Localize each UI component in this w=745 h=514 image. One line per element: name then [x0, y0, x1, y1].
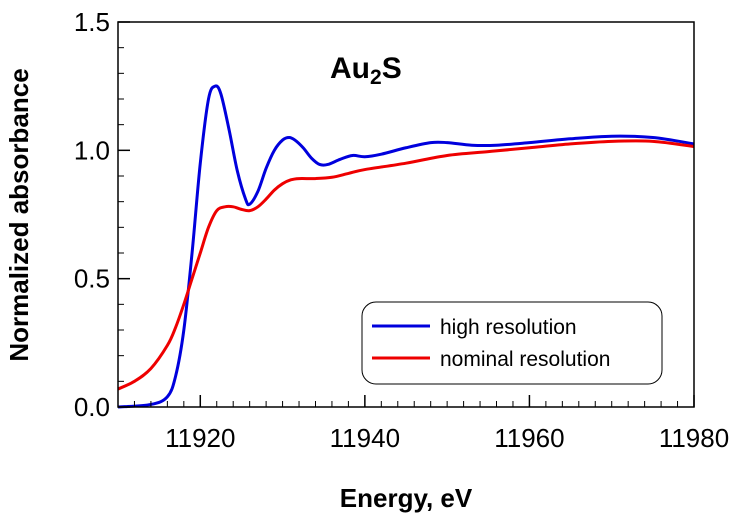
legend-box: [361, 301, 663, 385]
chart-title: Au2S: [330, 52, 402, 89]
x-axis-label: Energy, eV: [340, 483, 473, 513]
x-tick-label: 11940: [330, 423, 400, 453]
series-layer: [117, 84, 695, 409]
ticks-layer: 11920 11940 11960 11980 0.0 0.5 1.0 1.5: [74, 7, 729, 453]
x-tick-label: 11960: [494, 423, 564, 453]
x-tick-label: 11980: [659, 423, 729, 453]
title-suffix: S: [382, 52, 402, 85]
y-tick-label: 0.0: [74, 392, 110, 422]
plot-frame: [117, 21, 695, 408]
series-line-high-resolution: [117, 84, 695, 409]
title-subscript: 2: [370, 66, 382, 89]
series-line-nominal-resolution: [117, 139, 695, 391]
y-tick-label: 1.0: [74, 135, 110, 165]
legend-label-nominal-resolution: nominal resolution: [440, 348, 610, 371]
legend: high resolution nominal resolution: [361, 301, 663, 385]
y-tick-label: 0.5: [74, 264, 110, 294]
y-axis-label: Normalized absorbance: [4, 68, 34, 361]
title-main: Au: [330, 52, 370, 85]
x-tick-label: 11920: [165, 423, 235, 453]
legend-label-high-resolution: high resolution: [440, 316, 577, 339]
y-tick-label: 1.5: [74, 7, 110, 37]
